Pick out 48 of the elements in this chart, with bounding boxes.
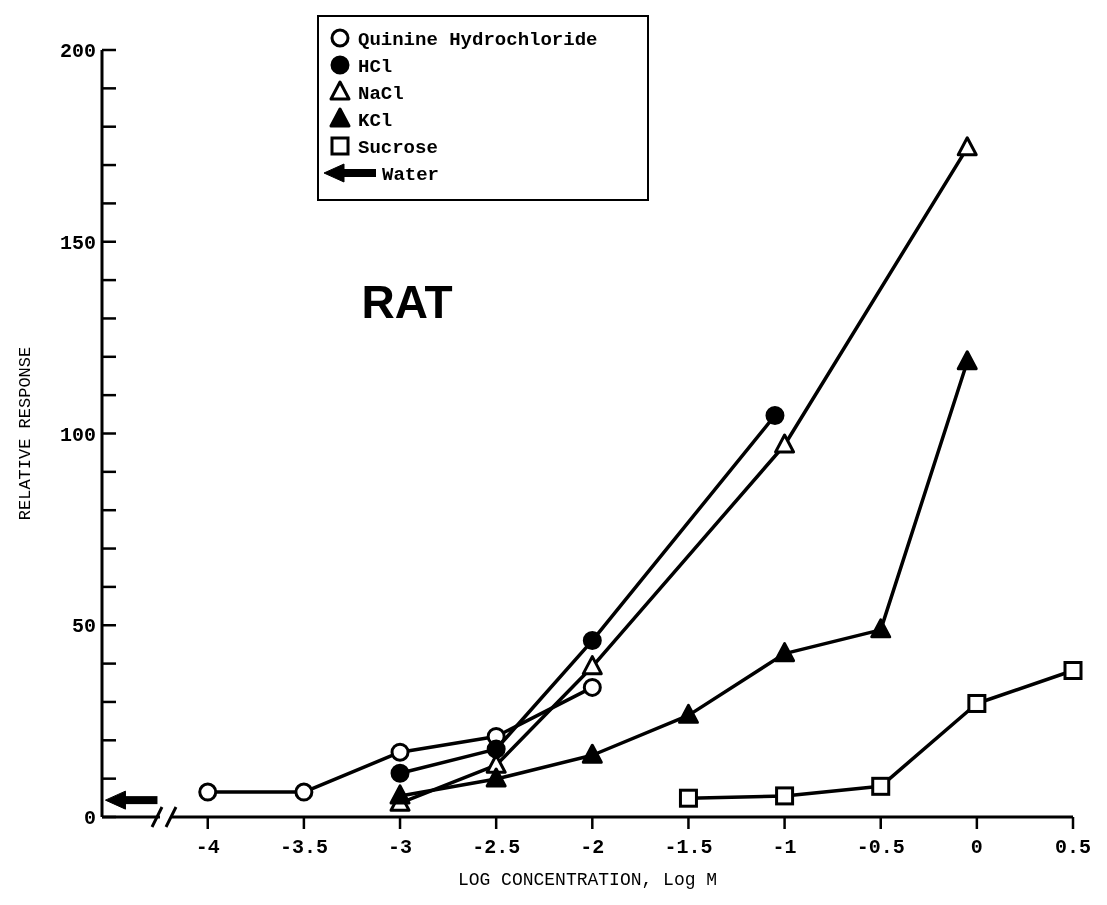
point <box>581 655 603 676</box>
point <box>967 693 987 713</box>
point <box>871 776 891 796</box>
point <box>774 433 796 454</box>
x-tick-label: -2.5 <box>472 836 521 859</box>
x-tick-label: 0 <box>970 836 983 859</box>
text: RAT <box>361 276 453 329</box>
y-axis-title: RELATIVE RESPONSE <box>16 346 35 521</box>
legend-label: Quinine Hydrochloride <box>358 28 598 51</box>
y-tick-label: 0 <box>83 807 96 830</box>
x-tick-label: -3 <box>388 836 413 859</box>
x-tick-label: -2 <box>580 836 605 859</box>
legend-label: Water <box>382 163 440 186</box>
point <box>198 782 218 802</box>
legend-label: HCl <box>358 55 393 78</box>
x-axis-title: LOG CONCENTRATION, Log M <box>457 870 718 890</box>
point <box>1063 661 1083 680</box>
point <box>390 742 410 762</box>
x-tick-label: -1.5 <box>664 836 713 859</box>
x-tick-label: -0.5 <box>856 836 905 859</box>
point <box>870 618 892 639</box>
point <box>774 642 796 663</box>
point <box>678 788 698 808</box>
point <box>104 790 126 810</box>
legend-label: Sucrose <box>358 136 438 159</box>
point <box>581 743 603 764</box>
x-tick-label: -3.5 <box>279 836 328 859</box>
point <box>956 350 978 371</box>
y-tick-label: 50 <box>71 615 96 639</box>
point <box>294 782 314 802</box>
point <box>956 136 978 157</box>
x-tick-label: -4 <box>195 836 220 859</box>
legend-label: NaCl <box>358 82 404 105</box>
legend-label: KCl <box>358 109 393 132</box>
point <box>485 767 507 788</box>
y-tick-label: 100 <box>59 423 96 447</box>
point <box>765 405 785 425</box>
point <box>677 703 699 724</box>
point <box>486 739 506 759</box>
point <box>775 786 795 806</box>
y-tick-label: 150 <box>59 231 96 255</box>
x-tick-label: -1 <box>772 836 797 859</box>
point <box>389 784 411 805</box>
y-tick-label: 200 <box>59 40 96 63</box>
point <box>582 677 602 697</box>
point <box>582 631 602 651</box>
point <box>390 763 410 783</box>
x-tick-label: 0.5 <box>1054 836 1092 859</box>
